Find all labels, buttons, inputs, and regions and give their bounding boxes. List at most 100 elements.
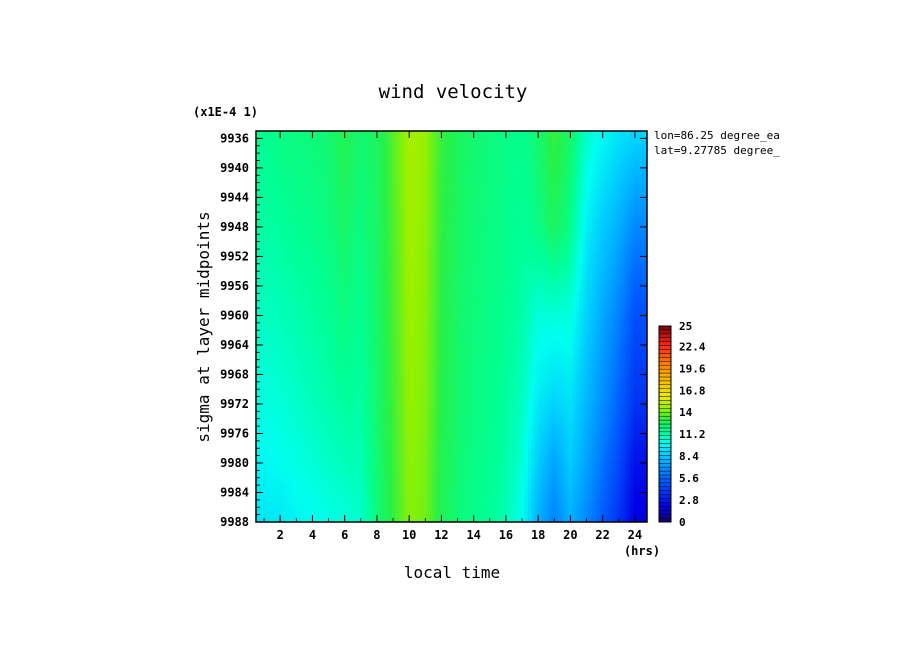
heatmap-cell bbox=[286, 162, 291, 168]
heatmap-cell bbox=[619, 234, 624, 240]
heatmap-cell bbox=[303, 162, 308, 168]
heatmap-cell bbox=[256, 146, 260, 152]
heatmap-cell bbox=[463, 190, 468, 196]
heatmap-cell bbox=[330, 286, 335, 292]
heatmap-cell bbox=[494, 202, 498, 208]
heatmap-cell bbox=[497, 238, 502, 244]
heatmap-cell bbox=[548, 198, 553, 204]
heatmap-cell bbox=[296, 302, 301, 308]
heatmap-cell bbox=[517, 218, 522, 224]
heatmap-cell bbox=[334, 210, 339, 216]
heatmap-cell bbox=[368, 202, 373, 208]
heatmap-cell bbox=[344, 131, 349, 136]
heatmap-cell bbox=[364, 206, 369, 212]
heatmap-cell bbox=[487, 146, 492, 152]
heatmap-cell bbox=[398, 294, 403, 300]
heatmap-cell bbox=[375, 190, 379, 196]
heatmap-cell bbox=[504, 162, 509, 168]
heatmap-cell bbox=[286, 150, 291, 156]
heatmap-cell bbox=[643, 190, 647, 196]
heatmap-cell bbox=[412, 194, 417, 200]
heatmap-cell bbox=[303, 226, 308, 232]
heatmap-cell bbox=[296, 242, 301, 248]
heatmap-cell bbox=[473, 214, 478, 220]
heatmap-cell bbox=[398, 258, 403, 264]
heatmap-cell bbox=[534, 170, 539, 176]
heatmap-cell bbox=[307, 230, 311, 236]
heatmap-cell bbox=[290, 214, 294, 220]
heatmap-cell bbox=[572, 170, 577, 176]
heatmap-cell bbox=[602, 202, 607, 208]
heatmap-cell bbox=[579, 146, 583, 152]
heatmap-cell bbox=[582, 178, 587, 184]
heatmap-cell bbox=[613, 154, 617, 160]
heatmap-cell bbox=[585, 146, 590, 152]
heatmap-cell bbox=[551, 170, 556, 176]
heatmap-cell bbox=[327, 162, 332, 168]
heatmap-cell bbox=[500, 210, 505, 216]
heatmap-cell bbox=[643, 182, 647, 188]
heatmap-cell bbox=[497, 150, 502, 156]
heatmap-cell bbox=[296, 174, 301, 180]
heatmap-cell bbox=[483, 290, 488, 296]
heatmap-cell bbox=[616, 174, 621, 180]
heatmap-cell bbox=[477, 186, 481, 192]
heatmap-cell bbox=[273, 170, 277, 176]
heatmap-cell bbox=[466, 234, 471, 240]
heatmap-cell bbox=[466, 142, 471, 148]
heatmap-cell bbox=[551, 210, 556, 216]
heatmap-cell bbox=[477, 194, 481, 200]
heatmap-cell bbox=[507, 238, 512, 244]
heatmap-cell bbox=[446, 214, 451, 220]
heatmap-cell bbox=[398, 174, 403, 180]
heatmap-cell bbox=[354, 202, 359, 208]
heatmap-cell bbox=[361, 154, 366, 160]
heatmap-cell bbox=[313, 194, 318, 200]
heatmap-cell bbox=[368, 214, 373, 220]
heatmap-cell bbox=[364, 134, 369, 140]
heatmap-cell bbox=[273, 131, 277, 136]
heatmap-cell bbox=[439, 154, 444, 160]
heatmap-cell bbox=[300, 174, 305, 180]
heatmap-cell bbox=[385, 210, 390, 216]
heatmap-cell bbox=[528, 166, 532, 172]
heatmap-cell bbox=[262, 230, 267, 236]
heatmap-cell bbox=[330, 198, 335, 204]
heatmap-cell bbox=[592, 202, 597, 208]
heatmap-cell bbox=[572, 146, 577, 152]
heatmap-cell bbox=[558, 158, 563, 164]
heatmap-cell bbox=[599, 194, 604, 200]
heatmap-cell bbox=[643, 178, 647, 184]
heatmap-cell bbox=[575, 238, 580, 244]
heatmap-cell bbox=[636, 154, 641, 160]
heatmap-cell bbox=[524, 146, 529, 152]
heatmap-cell bbox=[511, 190, 515, 196]
heatmap-cell bbox=[545, 238, 549, 244]
heatmap-cell bbox=[640, 190, 645, 196]
heatmap-cell bbox=[361, 131, 366, 136]
heatmap-cell bbox=[337, 174, 342, 180]
heatmap-cell bbox=[439, 142, 444, 148]
heatmap-cell bbox=[286, 190, 291, 196]
heatmap-cell bbox=[555, 202, 560, 208]
heatmap-cell bbox=[545, 138, 549, 144]
heatmap-cell bbox=[283, 214, 288, 220]
heatmap-cell bbox=[300, 178, 305, 184]
heatmap-cell bbox=[446, 198, 451, 204]
heatmap-cell bbox=[283, 154, 288, 160]
heatmap-cell bbox=[317, 198, 322, 204]
heatmap-cell bbox=[504, 214, 509, 220]
heatmap-cell bbox=[419, 131, 424, 136]
heatmap-cell bbox=[266, 154, 271, 160]
heatmap-cell bbox=[443, 190, 447, 196]
heatmap-cell bbox=[531, 186, 536, 192]
heatmap-cell bbox=[409, 238, 413, 244]
heatmap-cell bbox=[575, 226, 580, 232]
heatmap-cell bbox=[524, 166, 529, 172]
heatmap-cell bbox=[330, 250, 335, 256]
heatmap-cell bbox=[354, 198, 359, 204]
heatmap-cell bbox=[317, 194, 322, 200]
heatmap-cell bbox=[453, 134, 458, 140]
heatmap-cell bbox=[572, 230, 577, 236]
heatmap-cell bbox=[368, 230, 373, 236]
